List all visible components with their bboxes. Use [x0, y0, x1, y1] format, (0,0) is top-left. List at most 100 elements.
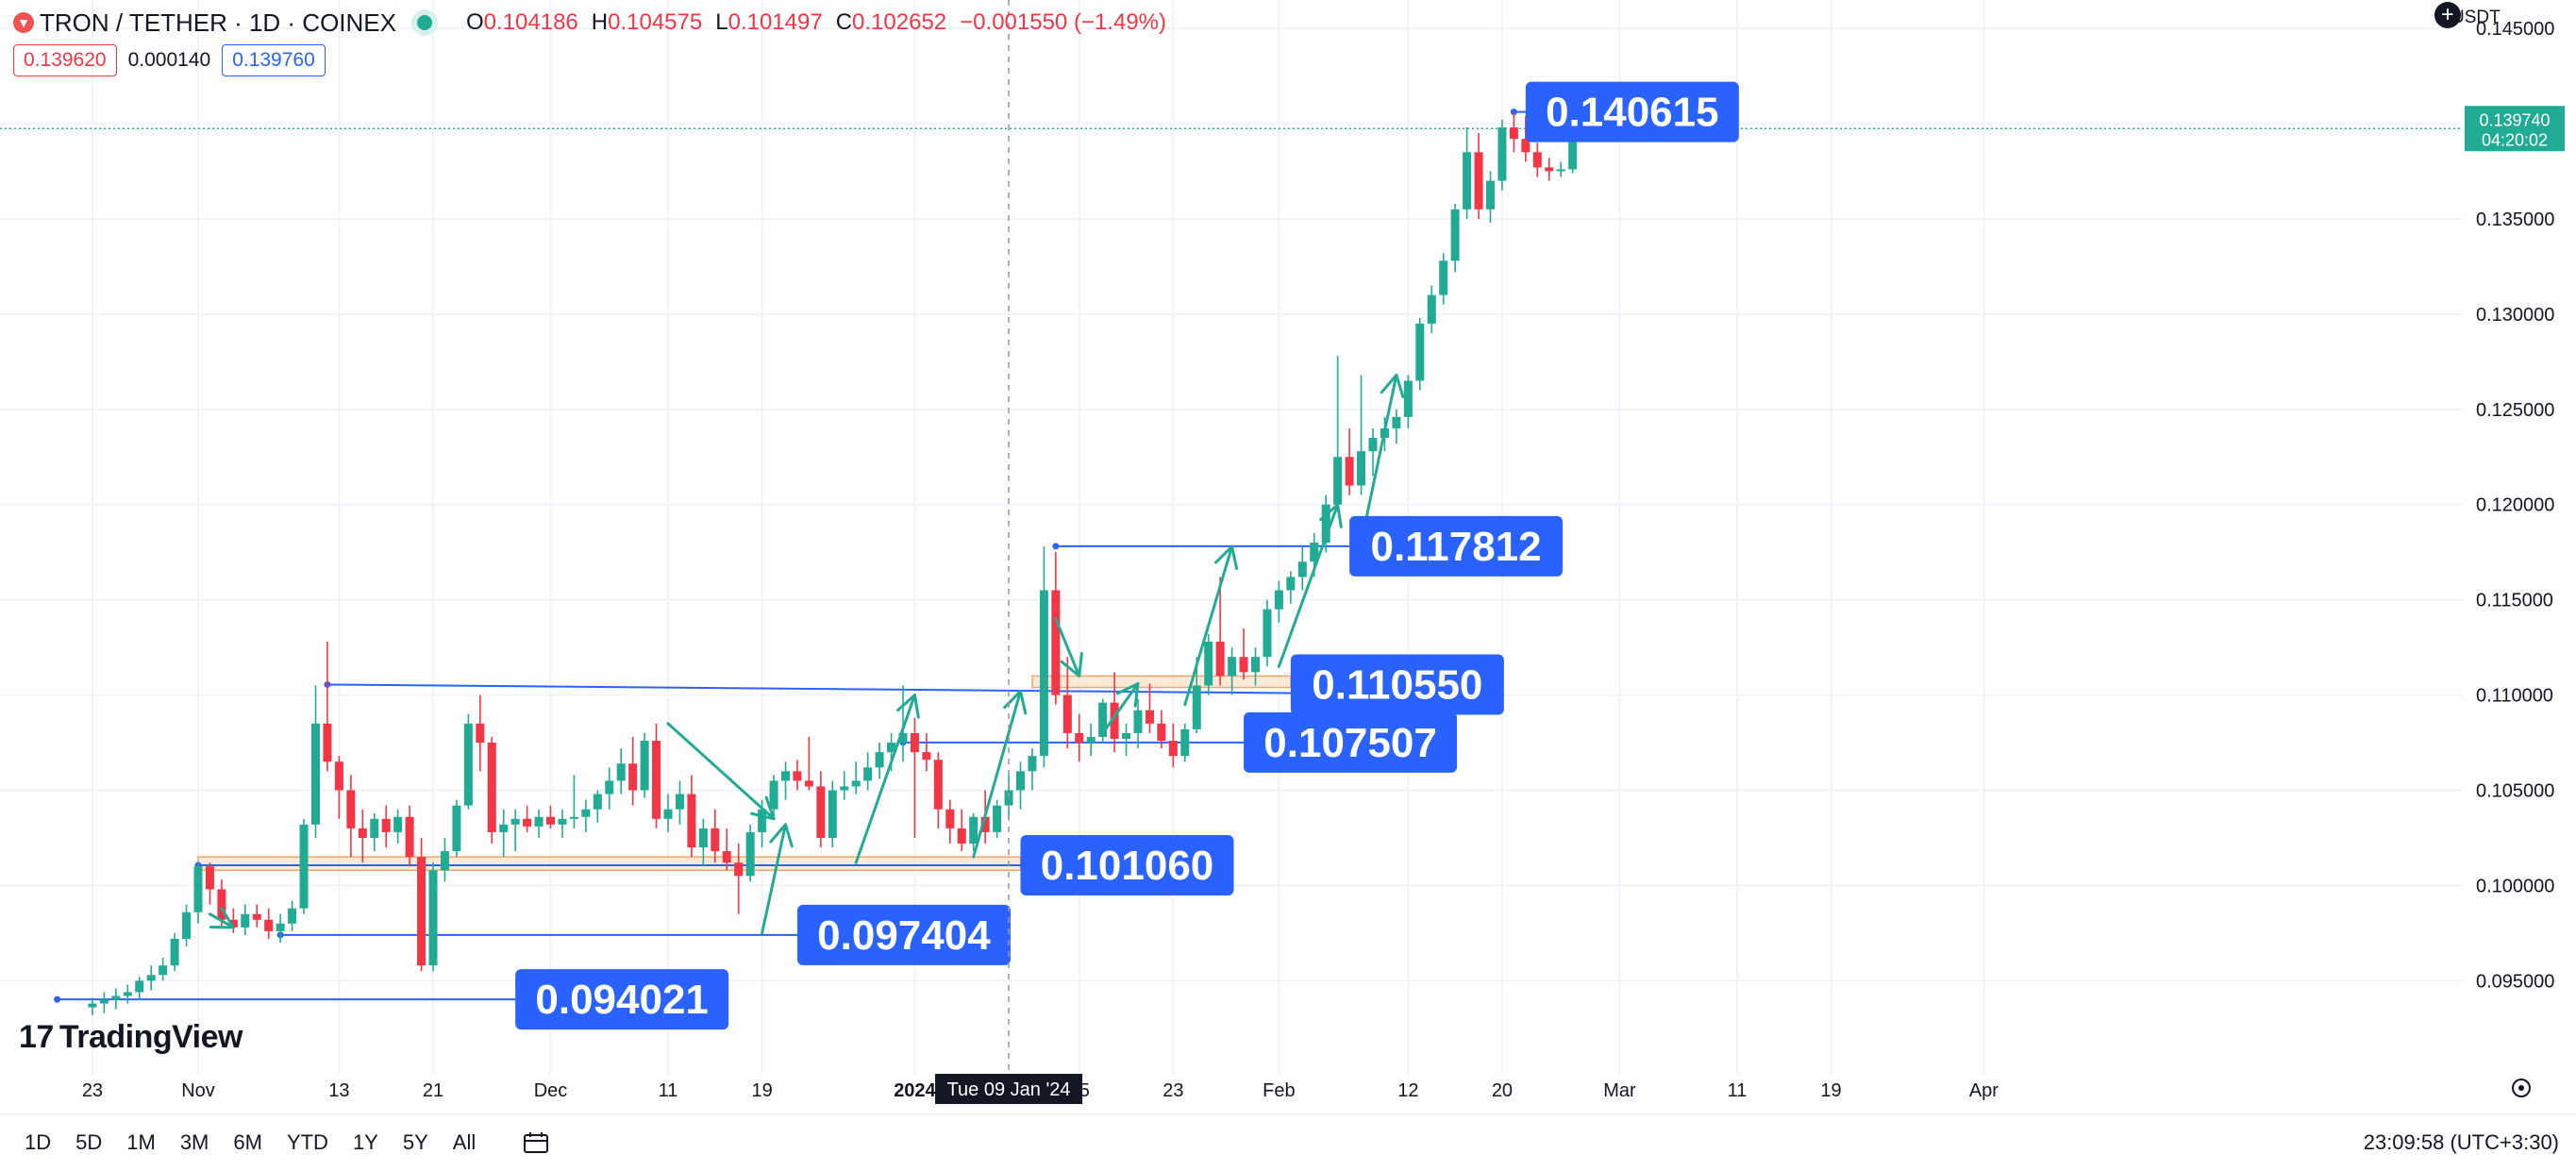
time-axis-tick: 2024 — [894, 1080, 936, 1101]
candle-body — [452, 805, 461, 852]
range-5d-button[interactable]: 5D — [75, 1130, 103, 1154]
range-all-button[interactable]: All — [452, 1130, 477, 1154]
support-zone — [197, 856, 1022, 872]
candle-body — [1486, 180, 1495, 209]
candle-body — [1333, 457, 1343, 505]
candle-body — [616, 763, 626, 781]
candle-body — [346, 790, 356, 828]
market-open-icon — [417, 15, 432, 30]
time-axis-tick: 11 — [1728, 1080, 1748, 1101]
candle-body — [1133, 710, 1143, 733]
candle-body — [1310, 543, 1319, 562]
price-axis[interactable]: 0.1450000.1400000.1350000.1300000.125000… — [2463, 0, 2576, 1113]
candle-body — [593, 794, 602, 810]
candle-body — [123, 992, 132, 996]
buy-price-button[interactable]: 0.139760 — [222, 44, 326, 76]
range-ytd-button[interactable]: YTD — [286, 1130, 328, 1154]
candle-body — [159, 965, 168, 976]
settings-gear-icon[interactable] — [2512, 1079, 2531, 1097]
candle-body — [993, 805, 1002, 832]
range-1m-button[interactable]: 1M — [126, 1130, 156, 1154]
clock-timezone[interactable]: 23:09:58 (UTC+3:30) — [2363, 1130, 2559, 1154]
symbol-title[interactable]: TRON / TETHER · 1D · COINEX — [40, 8, 396, 37]
price-label-text: 0.140615 — [1546, 90, 1719, 136]
ohlc-change: −0.001550 (−1.49%) — [960, 9, 1166, 35]
candle-body — [793, 771, 802, 781]
time-axis-tick: Nov — [181, 1080, 215, 1101]
candle-body — [546, 816, 555, 825]
ohlc-close-label: C — [835, 9, 853, 35]
trend-arrow — [666, 722, 776, 821]
candle-body — [1098, 702, 1108, 737]
ohlc-low-value: 0.101497 — [728, 9, 823, 35]
candle-body — [945, 809, 955, 828]
level-line-anchor — [1052, 543, 1060, 550]
sell-price-button[interactable]: 0.139620 — [13, 44, 117, 76]
candle-body — [887, 743, 896, 753]
trend-arrow-head — [769, 823, 794, 848]
time-axis-tick: Apr — [1969, 1080, 1999, 1101]
candle-body — [288, 908, 297, 924]
candle-body — [1039, 590, 1048, 757]
candle-body — [1474, 152, 1483, 209]
candle-body — [193, 866, 203, 912]
candle-body — [111, 995, 121, 1000]
price-label-text: 0.110550 — [1312, 661, 1482, 708]
ohlc-high-label: H — [591, 9, 609, 35]
candle-body — [769, 780, 778, 810]
price-axis-tick: 0.130000 — [2476, 305, 2554, 326]
range-1d-button[interactable]: 1D — [25, 1130, 52, 1154]
candle-body — [758, 809, 767, 832]
price-chart[interactable]: 0.140615 0.117812 0.110550 0.107507 0.101060… — [0, 0, 2576, 1113]
time-axis-tick: 19 — [1820, 1080, 1841, 1101]
candle-body — [804, 780, 813, 787]
range-3m-button[interactable]: 3M — [179, 1130, 209, 1154]
candle-body — [1521, 139, 1531, 153]
candle-body — [1497, 127, 1507, 181]
time-axis-tick: 13 — [328, 1080, 349, 1101]
trend-arrow — [854, 694, 916, 864]
price-axis-background — [2463, 0, 2576, 1113]
currency-selector[interactable]: USDT — [2451, 8, 2501, 27]
candle-body — [1415, 323, 1425, 381]
price-label-text: 0.097404 — [817, 912, 991, 959]
ohlc-close-value: 0.102652 — [852, 9, 947, 35]
candle-body — [1215, 642, 1225, 677]
candle-body — [1051, 590, 1061, 695]
candle-body — [1180, 728, 1190, 757]
candle-body — [581, 809, 591, 817]
time-axis[interactable]: 23 Nov 13 21 Dec 11 19 2024 15 23 Feb 12 20 Mar 11 19 Ap… — [82, 1079, 2531, 1101]
candle-body — [687, 794, 696, 848]
candle-body — [88, 1003, 97, 1008]
add-icon[interactable]: + — [2434, 2, 2461, 28]
trend-arrow-head — [1003, 690, 1028, 715]
candle-body — [605, 780, 614, 795]
candle-body — [476, 723, 485, 744]
range-1y-button[interactable]: 1Y — [352, 1130, 378, 1154]
candle-body — [487, 743, 496, 832]
range-6m-button[interactable]: 6M — [233, 1130, 262, 1154]
candle-body — [264, 919, 274, 931]
candle-body — [1086, 736, 1096, 744]
candle-body — [241, 913, 250, 928]
candle-body — [781, 771, 790, 781]
candle-body — [417, 857, 427, 966]
trend-arrow-head — [1380, 373, 1405, 398]
price-label-box — [515, 969, 729, 1030]
candle-body — [980, 816, 990, 832]
candle-body — [1192, 685, 1201, 729]
time-axis-tick: Feb — [1263, 1080, 1295, 1101]
level-line — [326, 683, 1291, 694]
candle-body — [851, 780, 861, 787]
level-line-anchor — [1510, 109, 1517, 116]
candle-body — [1403, 380, 1413, 417]
crosshair-date-box — [935, 1074, 1083, 1104]
range-5y-button[interactable]: 5Y — [402, 1130, 428, 1154]
calendar-range-icon[interactable] — [523, 1131, 549, 1154]
tradingview-logo[interactable]: 17 TradingView — [19, 1019, 243, 1056]
level-lines — [0, 109, 2463, 1003]
price-label-box — [1525, 81, 1739, 142]
candle-body — [628, 763, 638, 791]
price-label-box — [1290, 654, 1504, 715]
bottom-toolbar: 1D 5D 1M 3M 6M YTD 1Y 5Y All 23:09:58 (U… — [0, 1113, 2576, 1171]
